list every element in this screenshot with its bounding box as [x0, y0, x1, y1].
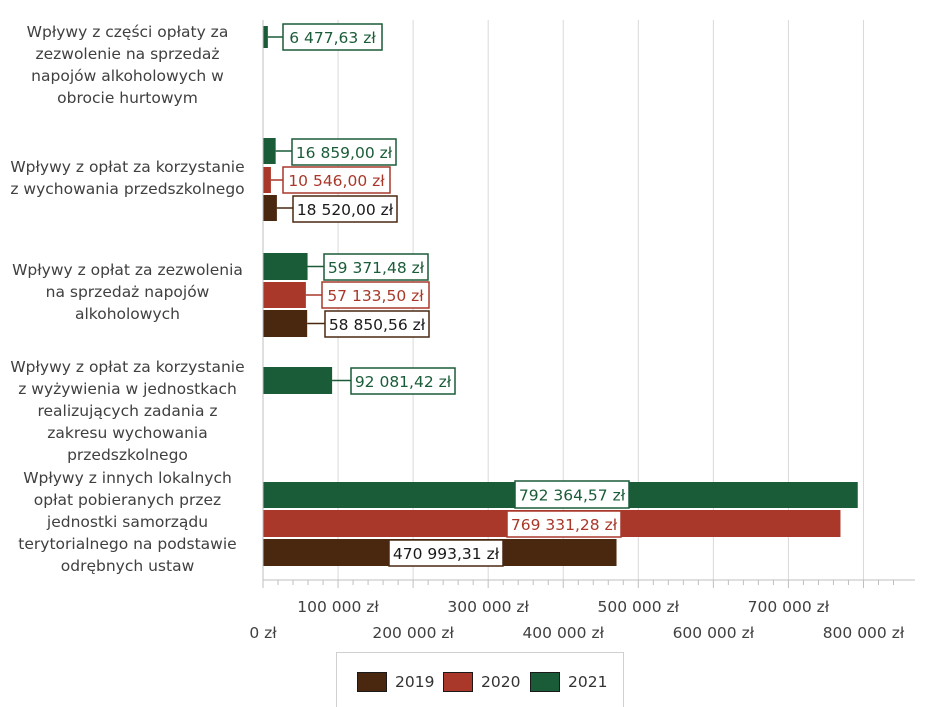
- category-label-line: jednostki samorządu: [46, 513, 209, 531]
- category-label-line: opłat pobieranych przez: [33, 491, 222, 509]
- category-label: Wpływy z części opłaty za zezwolenie na s…: [0, 21, 255, 109]
- x-tick-label: 300 000 zł: [447, 598, 529, 616]
- legend-item-2019: 2019: [357, 672, 434, 692]
- legend-item-2021: 2021: [530, 672, 607, 692]
- data-label: 59 371,48 zł: [328, 259, 425, 277]
- x-tick-label: 200 000 zł: [372, 624, 454, 642]
- category-label-line: przedszkolnego: [67, 446, 188, 464]
- data-label: 470 993,31 zł: [393, 545, 500, 563]
- bar-2021: [263, 138, 276, 164]
- category-label: Wpływy z opłat za korzystanie z wychowani…: [0, 156, 255, 200]
- legend-label-2021: 2021: [568, 673, 608, 691]
- category-label-line: na sprzedaż napojów: [45, 283, 210, 301]
- category-label-line: realizujących zadania z: [37, 402, 218, 420]
- x-tick-label: 400 000 zł: [522, 624, 604, 642]
- legend-label-2020: 2020: [481, 673, 521, 691]
- data-label-box: [323, 253, 429, 281]
- data-label: 57 133,50 zł: [327, 287, 424, 305]
- category-label-line: terytorialnego na podstawie: [18, 535, 237, 553]
- category-label-line: zakresu wychowania: [47, 424, 208, 442]
- legend-swatch-2019: [357, 672, 387, 692]
- category-label-line: odrębnych ustaw: [60, 557, 195, 575]
- category-label-line: Wpływy z opłat za zezwolenia: [12, 261, 243, 279]
- legend-swatch-2021: [530, 672, 560, 692]
- data-label-box: [506, 510, 622, 538]
- bar-2020: [263, 167, 271, 193]
- category-label-line: alkoholowych: [74, 305, 180, 323]
- category-label-line: z wyżywienia w jednostkach: [18, 380, 237, 398]
- x-tick-label: 700 000 zł: [748, 598, 830, 616]
- legend-swatch-2020: [443, 672, 473, 692]
- category-label-line: Wpływy z części opłaty za: [26, 23, 229, 41]
- gridlines: [337, 20, 864, 580]
- data-label-box: [292, 195, 398, 223]
- bar-2021: [263, 26, 268, 48]
- data-label: 92 081,42 zł: [355, 373, 452, 391]
- data-label: 18 520,00 zł: [297, 201, 394, 219]
- bar-2019: [263, 310, 308, 337]
- x-tick-label: 600 000 zł: [673, 624, 755, 642]
- data-label-box: [282, 166, 391, 194]
- data-label-box: [350, 367, 456, 395]
- data-label: 58 850,56 zł: [329, 316, 426, 334]
- data-label: 6 477,63 zł: [289, 29, 376, 47]
- legend-item-2020: 2020: [443, 672, 520, 692]
- data-label: 10 546,00 zł: [288, 172, 385, 190]
- x-tick-label: 100 000 zł: [297, 598, 379, 616]
- legend-label-2019: 2019: [395, 673, 435, 691]
- category-label: Wpływy z opłat za zezwolenia na sprzedaż …: [0, 259, 255, 325]
- bar-2021: [263, 253, 308, 280]
- data-label: 769 331,28 zł: [511, 516, 618, 534]
- x-tick-label: 0 zł: [249, 624, 277, 642]
- category-label-line: Wpływy z opłat za korzystanie: [10, 358, 245, 376]
- data-label-box: [291, 138, 397, 166]
- bar-2020: [263, 282, 306, 308]
- category-label-line: obrocie hurtowym: [57, 89, 198, 107]
- category-label-line: z wychowania przedszkolnego: [10, 180, 245, 198]
- category-label-line: napojów alkoholowych w: [31, 67, 224, 85]
- data-label-box: [324, 310, 430, 338]
- category-label-line: Wpływy z opłat za korzystanie: [10, 158, 245, 176]
- data-label-box: [282, 23, 383, 51]
- category-label-line: Wpływy z innych lokalnych: [23, 469, 232, 487]
- bar-2019: [263, 195, 277, 221]
- bar-2021: [263, 367, 333, 394]
- data-label: 792 364,57 zł: [519, 487, 626, 505]
- data-label: 16 859,00 zł: [296, 144, 393, 162]
- x-axis: 0 zł 100 000 zł 200 000 zł 300 000 zł 400 00…: [249, 20, 915, 642]
- x-tick-label: 500 000 zł: [598, 598, 680, 616]
- data-label-box: [388, 539, 504, 567]
- category-label-line: zezwolenie na sprzedaż: [35, 45, 220, 63]
- legend: 2019 2020 2021: [336, 652, 624, 707]
- data-label-box: [321, 281, 430, 309]
- data-labels: 6 477,63 zł 16 859,00 zł 10 546,00 zł 18 52…: [267, 23, 630, 567]
- category-label: Wpływy z innych lokalnych opłat pobierany…: [0, 467, 255, 577]
- category-label: Wpływy z opłat za korzystanie z wyżywieni…: [0, 356, 255, 466]
- x-tick-label: 800 000 zł: [823, 624, 905, 642]
- data-label-box: [514, 480, 630, 509]
